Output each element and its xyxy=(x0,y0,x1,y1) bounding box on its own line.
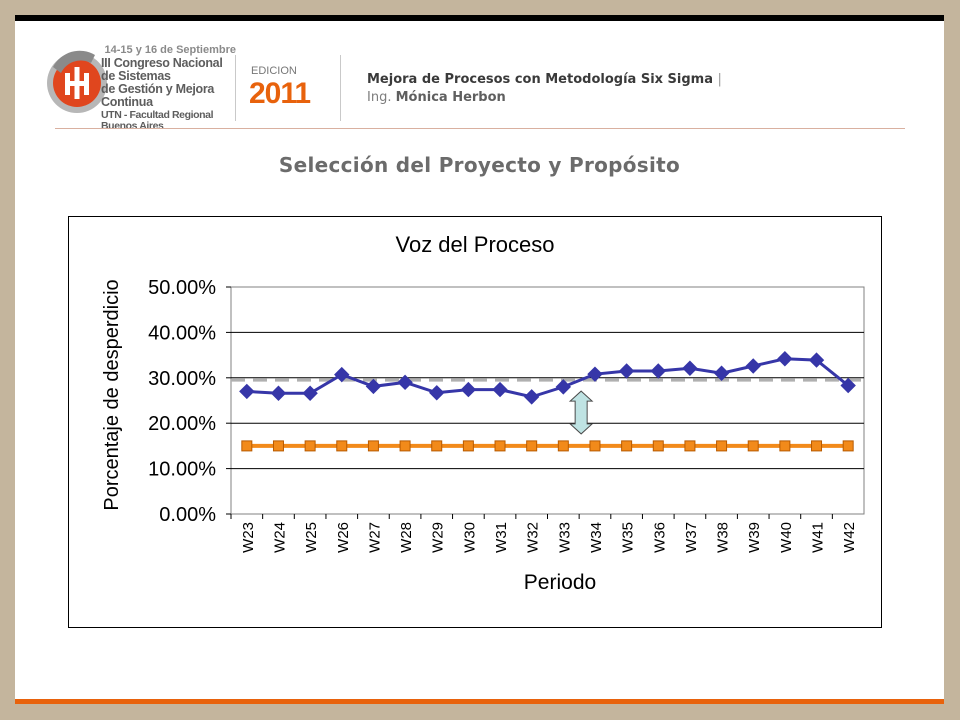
x-tick-label: W29 xyxy=(430,522,447,553)
utn-logo xyxy=(47,50,107,113)
presentation-title: Mejora de Procesos con Metodología Six S… xyxy=(367,72,722,87)
data-point xyxy=(523,389,540,405)
top-bar xyxy=(15,15,944,21)
y-tick-labels: 0.00% 10.00% 20.00% 30.00% 40.00% 50.00% xyxy=(148,277,231,526)
data-point xyxy=(587,366,603,382)
data-point xyxy=(431,440,443,452)
data-point xyxy=(272,440,284,452)
data-point xyxy=(304,440,316,452)
data-point xyxy=(842,440,854,452)
y-tick-label: 50.00% xyxy=(148,277,216,299)
x-tick-labels: W23 W24 W25 W26 W27 W28 W29 W30 W31 W32 W33 W34 W35 W… xyxy=(230,514,858,553)
x-tick-label: W37 xyxy=(683,522,700,553)
data-point xyxy=(462,440,474,452)
gap-double-arrow xyxy=(568,390,594,435)
data-point xyxy=(399,440,411,452)
data-point xyxy=(684,440,696,452)
presentation-title-text: Mejora de Procesos con Metodología Six S… xyxy=(367,72,713,87)
header-rule xyxy=(55,128,905,129)
y-axis-label: Porcentaje de desperdicio xyxy=(101,279,123,510)
data-point xyxy=(713,365,730,381)
data-point xyxy=(270,385,287,401)
author-prefix: Ing. xyxy=(367,90,392,105)
data-point xyxy=(621,440,633,452)
conference-name-2: de Gestión y Mejora Continua xyxy=(101,81,215,109)
data-point xyxy=(492,381,508,398)
slide-title: Selección del Proyecto y Propósito xyxy=(278,153,681,177)
x-tick-label: W27 xyxy=(366,522,383,553)
data-point xyxy=(840,377,856,394)
x-tick-label: W35 xyxy=(620,522,637,553)
x-tick-label: W41 xyxy=(810,522,827,553)
x-tick-label: W32 xyxy=(525,522,542,553)
data-point xyxy=(494,440,506,452)
header-divider xyxy=(235,55,236,121)
data-point xyxy=(589,440,601,452)
data-point xyxy=(747,440,759,452)
bottom-bar xyxy=(15,699,944,704)
data-point xyxy=(302,385,318,401)
data-point xyxy=(808,352,825,368)
conference-name-1: III Congreso Nacional de Sistemas xyxy=(101,55,223,83)
data-point xyxy=(811,440,823,452)
header-divider xyxy=(340,55,341,121)
data-point xyxy=(555,379,572,395)
data-point xyxy=(460,381,477,398)
x-tick-label: W34 xyxy=(588,522,605,553)
data-point xyxy=(682,360,698,376)
author: Ing. Mónica Herbon xyxy=(367,90,506,105)
y-tick-label: 30.00% xyxy=(148,368,216,390)
data-point xyxy=(336,440,348,452)
edition-year: 2011 xyxy=(249,77,311,110)
voz-del-proceso-chart: Voz del Proceso Porcentaje de desperdici… xyxy=(101,232,865,594)
plot-area xyxy=(230,286,865,515)
x-tick-label: W39 xyxy=(746,522,763,553)
y-tick-label: 0.00% xyxy=(159,504,216,526)
x-tick-label: W30 xyxy=(461,522,478,553)
conference-block: 14-15 y 16 de Septiembre III Congreso Na… xyxy=(101,44,236,133)
slide: 14-15 y 16 de Septiembre III Congreso Na… xyxy=(15,15,944,704)
author-name: Mónica Herbon xyxy=(395,90,506,105)
data-point xyxy=(365,378,382,395)
data-point xyxy=(239,383,255,400)
data-point xyxy=(557,440,569,452)
gap-arrow-layer xyxy=(568,390,594,435)
data-point xyxy=(779,440,791,452)
title-separator: | xyxy=(717,72,722,87)
x-tick-label: W25 xyxy=(303,522,320,553)
x-tick-label: W33 xyxy=(556,522,573,553)
data-point xyxy=(526,440,538,452)
data-point xyxy=(745,358,761,374)
x-tick-label: W40 xyxy=(778,522,795,553)
y-tick-label: 10.00% xyxy=(148,459,216,481)
x-tick-label: W28 xyxy=(398,522,415,553)
data-point xyxy=(650,363,666,379)
x-tick-label: W24 xyxy=(271,522,288,553)
series-layer xyxy=(239,351,856,452)
data-point xyxy=(429,385,445,401)
data-point xyxy=(334,366,350,383)
data-point xyxy=(397,374,413,391)
data-point xyxy=(716,440,728,452)
chart-container: Voz del Proceso Porcentaje de desperdici… xyxy=(68,216,882,628)
x-tick-label: W31 xyxy=(493,522,510,553)
chart-title: Voz del Proceso xyxy=(396,232,555,257)
conference-host: UTN - Facultad Regional Buenos Aires xyxy=(101,109,214,133)
x-tick-label: W26 xyxy=(335,522,352,553)
conference-dates: 14-15 y 16 de Septiembre xyxy=(104,44,236,56)
data-point xyxy=(777,351,793,367)
data-point xyxy=(367,440,379,452)
x-axis-label: Periodo xyxy=(524,571,596,594)
y-tick-label: 40.00% xyxy=(148,322,216,344)
edition-label: EDICION xyxy=(251,65,297,77)
x-tick-label: W36 xyxy=(651,522,668,553)
data-point xyxy=(618,363,635,379)
x-tick-label: W38 xyxy=(715,522,732,553)
data-point xyxy=(241,440,253,452)
data-point xyxy=(652,440,664,452)
x-tick-label: W23 xyxy=(240,522,257,553)
x-tick-label: W42 xyxy=(841,522,858,553)
y-tick-label: 20.00% xyxy=(148,413,216,435)
